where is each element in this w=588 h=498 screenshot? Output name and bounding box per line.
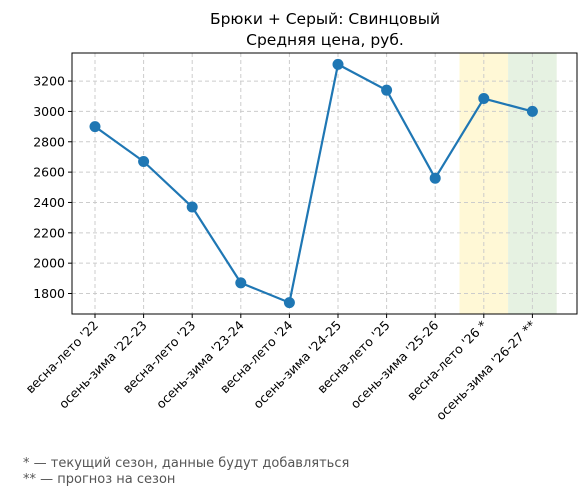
highlight-bands [459,53,557,314]
series-layer [89,58,538,309]
line-chart: 1800 2000 2200 2400 2600 2800 3000 3200 весна-л… [22,10,578,424]
y-tick-label: 1800 [33,286,65,301]
y-tick-label: 2200 [33,225,65,240]
chart-subtitle: Средняя цена, руб. [246,31,404,49]
footnote-forecast: ** — прогноз на сезон [23,472,176,487]
y-tick-label: 2600 [33,165,65,180]
data-point [235,277,247,289]
x-tick-label: осень-зима '24-25 [250,318,344,412]
data-point [478,93,490,105]
data-point [381,84,393,96]
y-tick-label: 3200 [33,74,65,89]
x-tick-label: осень-зима '25-26 [347,317,441,411]
x-tick-label: осень-зима '26-27 ** [433,318,539,424]
data-point [138,155,150,167]
highlight-band [508,53,557,314]
y-tick-label: 2000 [33,256,65,271]
plot-frame [71,52,578,315]
series-line [94,63,533,304]
data-point [332,58,344,70]
chart-title: Брюки + Серый: Свинцовый [210,10,440,28]
y-axis: 1800 2000 2200 2400 2600 2800 3000 3200 [33,74,72,301]
data-point [89,121,101,133]
footnote-current-season: * — текущий сезон, данные будут добавлят… [23,456,350,471]
highlight-band [459,53,509,314]
x-tick-label: осень-зима '23-24 [153,317,247,411]
y-tick-label: 3000 [33,104,65,119]
y-tick-label: 2400 [33,195,65,210]
data-point [186,201,198,213]
data-point [429,172,441,184]
x-tick-label: осень-зима '22-23 [56,318,150,412]
data-point [283,297,295,309]
y-tick-label: 2800 [33,134,65,149]
data-point [526,105,538,117]
